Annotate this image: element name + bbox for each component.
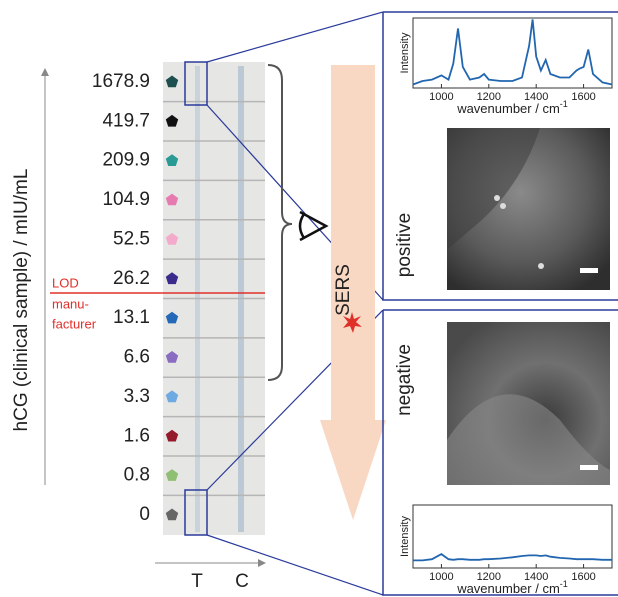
connector	[207, 12, 383, 62]
y-axis-label: hCG (clinical sample) / mIU/mL	[11, 169, 32, 432]
x-tick-label: 1600	[571, 91, 595, 103]
x-label-text: wavenumber / cm	[456, 581, 560, 596]
sem-particle	[494, 195, 500, 201]
sem-particle	[538, 263, 544, 269]
eye-icon	[300, 212, 326, 240]
concentration-label: 104.9	[102, 189, 150, 210]
concentration-label: 419.7	[102, 110, 150, 131]
x-tick-label: 1000	[429, 91, 453, 103]
strip-label-t: T	[191, 571, 203, 592]
concentration-label: 13.1	[113, 307, 150, 328]
concentration-label: 0.8	[124, 465, 150, 486]
x-label-text: wavenumber / cm	[456, 101, 560, 116]
connector	[207, 535, 383, 595]
panel-label: positive	[394, 213, 415, 277]
lod-label: manu-	[52, 296, 89, 311]
x-tick-label: 1600	[571, 571, 595, 583]
spectrum-line	[413, 19, 612, 84]
scale-bar	[580, 465, 598, 470]
x-axis-label: wavenumber / cm-1	[456, 579, 568, 596]
concentration-label: 0	[139, 504, 150, 525]
sem-particle	[500, 203, 506, 209]
x-label-sup: -1	[560, 579, 568, 589]
x-axis-label: wavenumber / cm-1	[456, 99, 568, 116]
brace	[268, 65, 292, 380]
x-tick-label: 1000	[429, 571, 453, 583]
sers-label: SERS	[333, 264, 354, 316]
concentration-label: 1678.9	[92, 71, 150, 92]
y-axis-label: Intensity	[399, 32, 411, 73]
concentration-label: 52.5	[113, 228, 150, 249]
lod-label: LOD	[52, 275, 79, 290]
concentration-label: 209.9	[102, 150, 150, 171]
concentration-label: 3.3	[124, 386, 150, 407]
concentration-label: 26.2	[113, 268, 150, 289]
scale-bar	[580, 268, 598, 273]
x-label-sup: -1	[560, 99, 568, 109]
concentration-label: 1.6	[124, 425, 150, 446]
spectrum-line	[413, 554, 612, 560]
lod-label: facturer	[52, 316, 97, 331]
plot-frame	[413, 18, 612, 88]
panel-label: negative	[394, 344, 415, 416]
y-axis-label: Intensity	[399, 516, 411, 557]
strip-label-c: C	[235, 571, 249, 592]
concentration-label: 6.6	[124, 347, 150, 368]
figure: hCG (clinical sample) / mIU/mL T C 1678.…	[0, 0, 618, 597]
